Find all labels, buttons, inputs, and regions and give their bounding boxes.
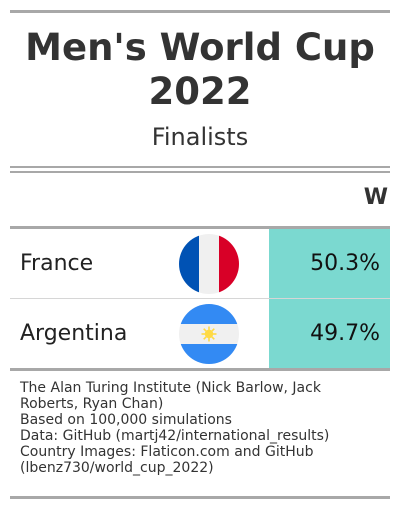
page-title-year: 2022 (148, 70, 252, 113)
table-row: Argentina 49.7% (10, 299, 390, 368)
column-header-win: W (363, 185, 388, 210)
page-subtitle: Finalists (151, 123, 249, 151)
table-top-border (10, 226, 390, 229)
header-divider-secondary (10, 171, 390, 173)
source-line: Data: GitHub (martj42/international_resu… (20, 428, 330, 444)
win-probability-value: 49.7% (310, 321, 380, 346)
row-divider (10, 298, 390, 299)
win-probability-cell: 49.7% (269, 299, 390, 368)
team-name: France (20, 251, 94, 276)
argentina-flag-icon (179, 304, 239, 364)
source-notes: The Alan Turing Institute (Nick Barlow, … (20, 380, 390, 476)
table-row: France 50.3% (10, 229, 390, 298)
france-flag-icon (179, 234, 239, 294)
source-line: (lbenz730/world_cup_2022) (20, 460, 214, 476)
source-line: The Alan Turing Institute (Nick Barlow, … (20, 380, 321, 396)
win-probability-cell: 50.3% (269, 229, 390, 298)
top-border (10, 10, 390, 13)
win-probability-value: 50.3% (310, 251, 380, 276)
source-line: Country Images: Flaticon.com and GitHub (20, 444, 314, 460)
page-title: Men's World Cup (25, 26, 375, 69)
team-name: Argentina (20, 321, 128, 346)
source-line: Roberts, Ryan Chan) (20, 396, 164, 412)
source-line: Based on 100,000 simulations (20, 412, 232, 428)
bottom-border (10, 496, 390, 499)
table-bottom-border (10, 368, 390, 371)
header-divider (10, 166, 390, 168)
